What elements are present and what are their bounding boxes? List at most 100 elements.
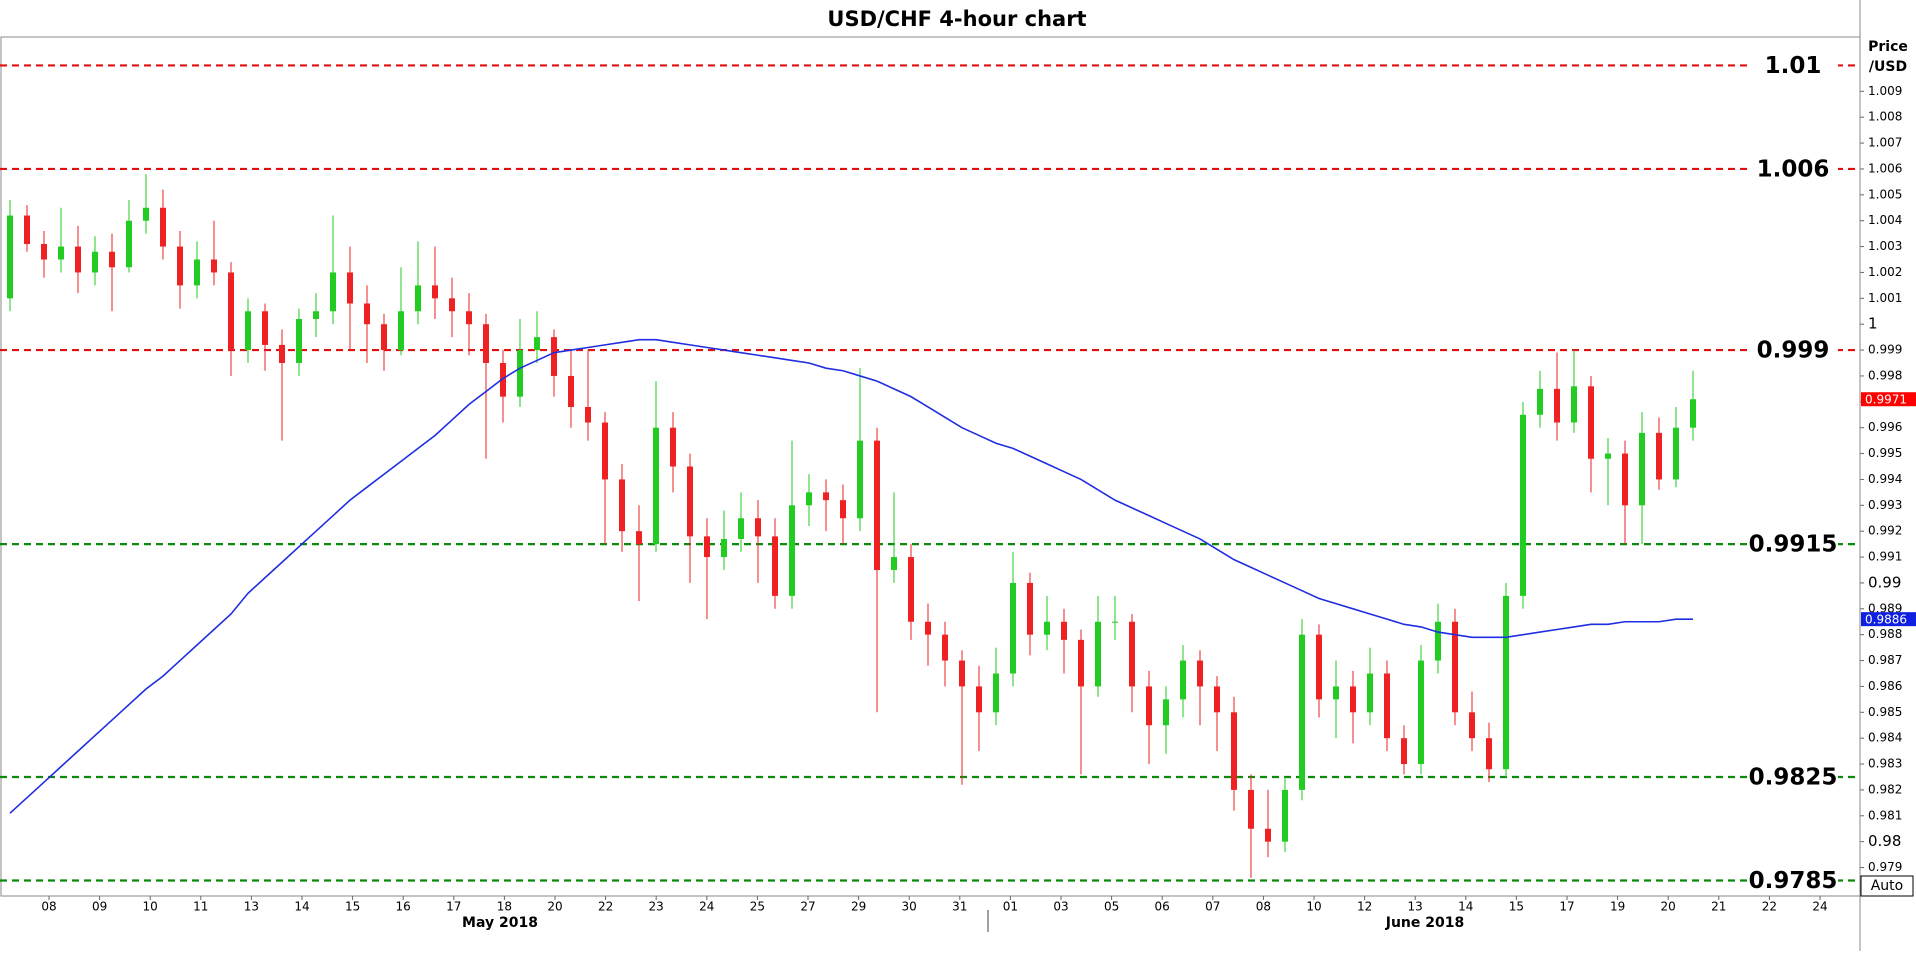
candle-body [891, 557, 897, 570]
candle-body [1316, 634, 1322, 700]
y-tick-label: 0.991 [1868, 550, 1902, 564]
candle-body [1537, 388, 1543, 415]
candle-body [92, 251, 98, 273]
candle-body [296, 319, 302, 364]
candle-body [874, 440, 880, 570]
x-tick-label: 22 [598, 900, 613, 914]
x-tick-label: 13 [1408, 900, 1423, 914]
candle-body [908, 557, 914, 622]
candle-body [636, 531, 642, 545]
auto-button-frame[interactable] [1860, 875, 1914, 897]
price-box-label: 0.9971 [1865, 393, 1907, 407]
candle-body [432, 285, 438, 299]
candle-body [942, 634, 948, 661]
candle-body [925, 621, 931, 635]
candle-body [1061, 621, 1067, 640]
x-tick-label: 17 [446, 900, 461, 914]
y-tick-label: 0.995 [1868, 446, 1902, 460]
candle-body [398, 311, 404, 351]
candle-body [1418, 660, 1424, 765]
candle-body [126, 220, 132, 268]
candle-body [1197, 660, 1203, 687]
y-tick-label: 1.002 [1868, 265, 1902, 279]
y-tick-label: 0.988 [1868, 627, 1902, 641]
candle-body [1214, 686, 1220, 713]
candle-body [1095, 621, 1101, 687]
candle-body [1078, 639, 1084, 687]
candle-body [7, 215, 13, 299]
candle-body [789, 505, 795, 596]
x-tick-label: 13 [244, 900, 259, 914]
candle-body [1554, 388, 1560, 423]
candle-body [755, 518, 761, 537]
x-tick-label: 16 [396, 900, 411, 914]
candle-body [738, 518, 744, 539]
level-label: 0.9915 [1749, 532, 1838, 558]
candle-body [194, 259, 200, 286]
candle-body [330, 272, 336, 312]
level-label: 0.999 [1757, 338, 1830, 364]
candle-body [1282, 789, 1288, 842]
candle-body [772, 536, 778, 596]
auto-button-label[interactable]: Auto [1871, 878, 1904, 894]
y-tick-label: 0.998 [1868, 368, 1902, 382]
candle-body [1401, 738, 1407, 765]
auto-button[interactable]: Auto [1860, 875, 1914, 897]
candle-body [245, 311, 251, 351]
candle-body [1333, 686, 1339, 700]
y-tick-label: 0.992 [1868, 524, 1902, 538]
candle-body [41, 243, 47, 260]
y-tick-label: 1.001 [1868, 291, 1902, 305]
candle-body [993, 673, 999, 713]
y-tick-label: 0.986 [1868, 679, 1902, 693]
candle-body [568, 375, 574, 407]
candle-body [415, 285, 421, 312]
candle-body [806, 492, 812, 506]
candle-body [1622, 453, 1628, 506]
x-tick-label: 06 [1155, 900, 1170, 914]
level-label-bg [1748, 337, 1838, 364]
candle-body [313, 311, 319, 320]
x-tick-label: 20 [547, 900, 562, 914]
x-tick-label: 19 [1610, 900, 1625, 914]
candle-body [1027, 582, 1033, 635]
candle-body [160, 207, 166, 247]
x-tick-label: 23 [649, 900, 664, 914]
candle-body [1010, 582, 1016, 674]
candle-body [500, 363, 506, 397]
y-tick-label: 0.994 [1868, 472, 1902, 486]
candle-body [1146, 686, 1152, 726]
candle-body [1112, 621, 1118, 623]
y-tick-label: 0.98 [1868, 832, 1901, 850]
x-tick-label: 12 [1357, 900, 1372, 914]
candle-body [75, 246, 81, 273]
candle-body [1129, 621, 1135, 687]
candle-body [24, 215, 30, 244]
price-box [1861, 612, 1916, 627]
y-tick-label: 1.005 [1868, 187, 1902, 201]
candle-body [704, 536, 710, 558]
candle-body [1520, 414, 1526, 596]
candle-body [551, 337, 557, 376]
candle-body [1231, 712, 1237, 790]
candle-body [1503, 595, 1509, 770]
x-tick-label: 27 [800, 900, 815, 914]
candle-body [381, 324, 387, 351]
y-tick-label: 0.979 [1868, 860, 1902, 874]
x-tick-label: 08 [1256, 900, 1271, 914]
level-label: 0.9785 [1749, 868, 1838, 894]
candle-body [1690, 399, 1696, 428]
candle-body [840, 500, 846, 519]
x-tick-label: 25 [750, 900, 765, 914]
y-tick-label: 1.003 [1868, 239, 1902, 253]
x-tick-label: 30 [902, 900, 917, 914]
levels [0, 64, 1860, 882]
x-tick-label: 05 [1104, 900, 1119, 914]
y-tick-label: 0.993 [1868, 498, 1902, 512]
candle-body [959, 660, 965, 687]
candle-body [1639, 432, 1645, 506]
x-tick-label: 09 [92, 900, 107, 914]
y-tick-label: 1.009 [1868, 84, 1902, 98]
y-axis-title: Price [1868, 39, 1908, 55]
